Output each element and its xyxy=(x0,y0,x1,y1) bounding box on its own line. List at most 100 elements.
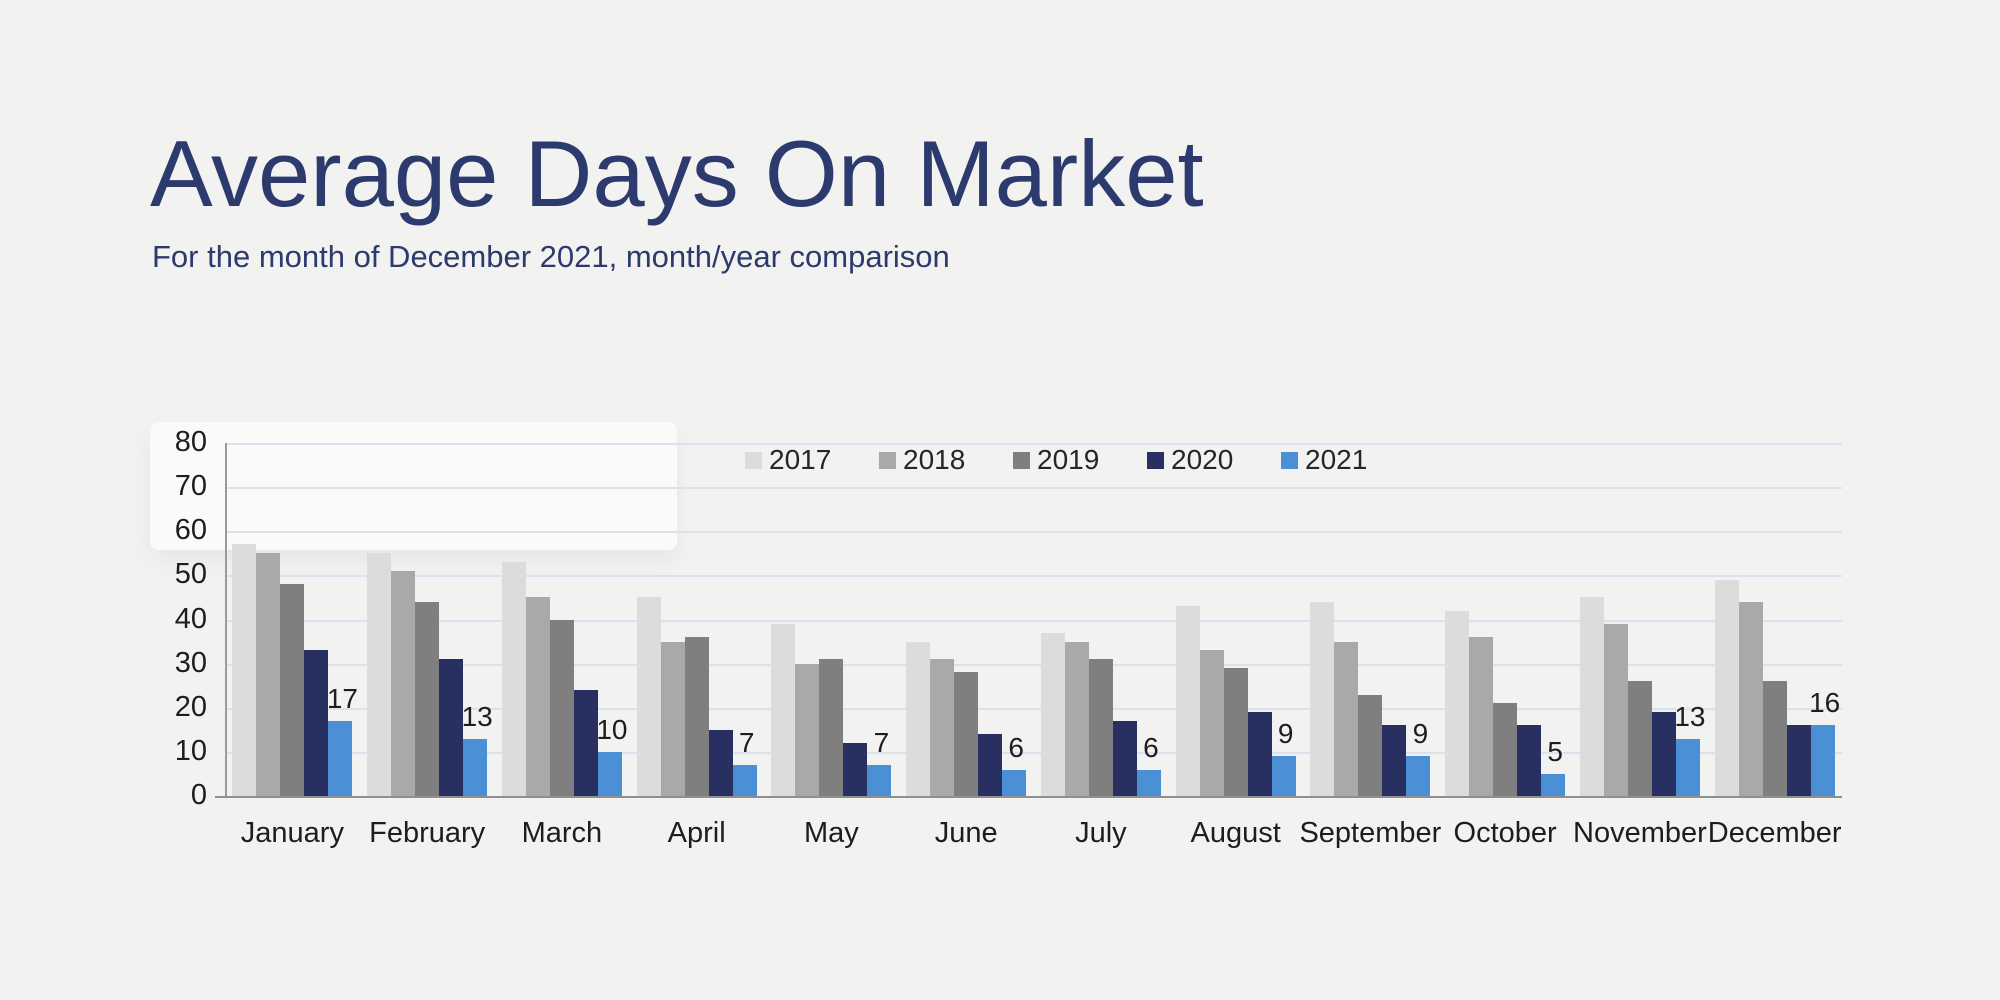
y-axis-tick-label: 10 xyxy=(174,734,207,767)
bar-2020-august xyxy=(1247,712,1272,796)
bar-value-label: 9 xyxy=(1412,718,1429,750)
bar-2020-may xyxy=(843,743,868,796)
bar-2017-june xyxy=(906,641,931,796)
bar-2017-april xyxy=(636,597,661,796)
bar-2017-may xyxy=(771,623,796,796)
bar-value-label: 13 xyxy=(461,700,493,732)
bar-2018-january xyxy=(256,553,281,796)
bar-2017-january xyxy=(232,544,257,796)
y-axis-tick-label: 40 xyxy=(174,602,207,635)
bar-2021-august xyxy=(1271,756,1296,796)
bar-2020-november xyxy=(1651,712,1676,796)
x-axis-label: February xyxy=(369,817,486,849)
bar-value-label: 17 xyxy=(326,682,358,714)
bar-2018-february xyxy=(391,570,416,796)
y-axis-tick-label: 0 xyxy=(190,779,207,811)
legend-item-2021: 2021 xyxy=(1281,444,1368,475)
gridline xyxy=(225,619,1842,622)
bar-2021-march xyxy=(597,751,622,796)
legend-label: 2020 xyxy=(1171,444,1234,475)
bar-2019-august xyxy=(1223,668,1248,796)
bar-2018-october xyxy=(1469,637,1494,796)
bar-value-label: 13 xyxy=(1674,700,1706,732)
bar-2020-april xyxy=(708,729,733,796)
gridline xyxy=(225,707,1842,710)
bar-2020-september xyxy=(1382,725,1407,796)
bar-2019-january xyxy=(280,584,305,796)
bar-2019-july xyxy=(1088,659,1113,796)
bar-2017-october xyxy=(1445,610,1470,796)
bar-2020-december xyxy=(1786,725,1811,796)
gridline xyxy=(225,531,1842,534)
y-axis-tick-label: 20 xyxy=(174,690,207,723)
bar-2019-april xyxy=(684,637,709,796)
x-axis-label: October xyxy=(1453,817,1557,849)
bar-2020-june xyxy=(978,734,1003,796)
x-axis-label: August xyxy=(1190,817,1281,849)
legend-swatch-2019 xyxy=(1013,451,1030,469)
y-axis-tick-label: 70 xyxy=(174,470,207,503)
bar-value-label: 5 xyxy=(1547,735,1563,767)
bar-2020-january xyxy=(304,650,329,796)
bar-value-label: 6 xyxy=(1008,731,1024,763)
y-axis-tick-label: 50 xyxy=(174,558,207,591)
bar-2021-may xyxy=(867,765,892,796)
x-axis-label: April xyxy=(667,817,726,849)
bar-2018-march xyxy=(525,597,550,796)
bar-2020-october xyxy=(1517,725,1542,796)
legend-item-2019: 2019 xyxy=(1013,444,1100,475)
bar-2018-april xyxy=(660,641,685,796)
y-axis-tick-label: 30 xyxy=(174,646,207,679)
bar-2018-may xyxy=(795,663,820,796)
legend-swatch-2018 xyxy=(879,451,896,469)
bar-2018-july xyxy=(1064,641,1089,796)
bar-2019-december xyxy=(1762,681,1787,796)
bar-2021-june xyxy=(1002,769,1027,796)
x-axis-label: January xyxy=(240,817,344,849)
bar-2021-april xyxy=(732,765,757,796)
y-axis-tick-label: 60 xyxy=(174,514,207,547)
x-axis-line xyxy=(215,796,1842,798)
x-axis-label: July xyxy=(1075,817,1127,849)
bar-2019-february xyxy=(415,601,440,796)
bar-2021-december xyxy=(1810,725,1835,796)
x-axis-label: May xyxy=(803,817,859,849)
bar-value-label: 7 xyxy=(738,727,755,759)
bar-2021-february xyxy=(463,738,488,796)
bar-2017-december xyxy=(1714,579,1739,796)
bar-value-label: 16 xyxy=(1809,687,1841,719)
bar-2020-february xyxy=(439,659,464,796)
bar-value-label: 10 xyxy=(596,713,628,745)
gridline xyxy=(225,575,1842,578)
bar-2019-march xyxy=(549,619,574,796)
page-title: Average Days On Market xyxy=(150,121,1204,226)
legend-label: 2021 xyxy=(1305,444,1368,475)
bar-value-label: 6 xyxy=(1143,731,1159,763)
bar-2021-july xyxy=(1136,769,1161,796)
legend-item-2018: 2018 xyxy=(879,444,966,475)
x-axis-label: March xyxy=(521,817,603,849)
bar-2017-july xyxy=(1040,632,1065,796)
y-axis-line xyxy=(225,443,227,796)
bar-2018-june xyxy=(930,659,955,796)
x-axis-label: September xyxy=(1299,817,1442,849)
bar-2019-october xyxy=(1493,703,1518,796)
y-axis-tick-label: 80 xyxy=(174,426,207,458)
bar-value-label: 7 xyxy=(873,727,890,759)
bar-2019-september xyxy=(1358,694,1383,796)
bar-2017-february xyxy=(367,553,392,796)
bar-2017-november xyxy=(1579,597,1604,796)
legend-label: 2019 xyxy=(1037,444,1100,475)
legend-label: 2018 xyxy=(903,444,966,475)
bar-2019-november xyxy=(1627,681,1652,796)
x-axis-label: June xyxy=(934,817,998,849)
bar-2018-august xyxy=(1199,650,1224,796)
legend-item-2017: 2017 xyxy=(745,446,831,474)
x-axis-label: November xyxy=(1573,817,1707,849)
bar-2017-august xyxy=(1175,606,1200,796)
bar-2018-september xyxy=(1334,641,1359,796)
bar-2021-january xyxy=(328,720,353,796)
bar-2019-june xyxy=(954,672,979,796)
